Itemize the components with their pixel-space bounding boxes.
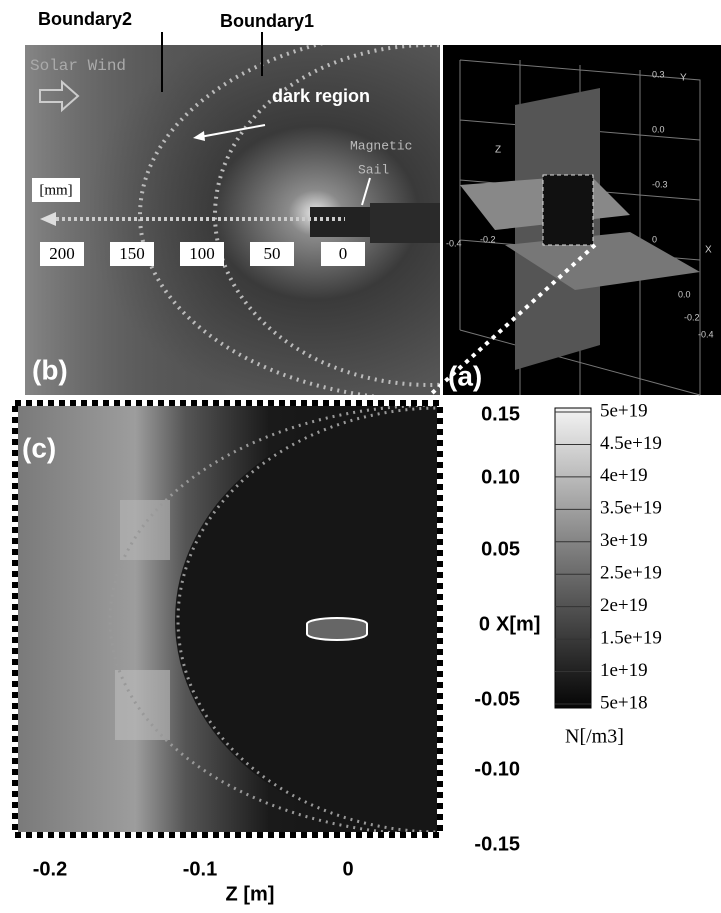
bright-patch xyxy=(115,670,170,740)
colorbar-label: 2e+19 xyxy=(600,595,648,616)
x-tick-label: 0 xyxy=(342,858,353,880)
y-tick-label: 0.10 xyxy=(481,466,520,488)
boundary2-label: Boundary2 xyxy=(38,9,132,29)
panel-c: (c) 0.150.100.050-0.05-0.10-0.15-0.2-0.1… xyxy=(15,400,721,905)
tick-3d-label: -0.2 xyxy=(480,234,496,244)
axis-3d-label: X xyxy=(705,245,712,256)
figure: Solar Wind Magnetic Sail [mm] 200 150 100 5… xyxy=(0,0,721,913)
y-tick-label: 0.05 xyxy=(481,538,520,560)
colorbar-label: 4.5e+19 xyxy=(600,433,662,454)
boundary1-label: Boundary1 xyxy=(220,11,314,31)
colorbar-label: 1.5e+19 xyxy=(600,627,662,648)
y-tick-label: 0.15 xyxy=(481,403,520,425)
figure-canvas: Solar Wind Magnetic Sail [mm] 200 150 100 5… xyxy=(0,0,721,913)
tick-3d-label: 0 xyxy=(652,234,657,244)
x-axis-label: Z [m] xyxy=(226,883,275,905)
colorbar-label: 4e+19 xyxy=(600,465,648,486)
panel-label: (a) xyxy=(448,360,482,391)
solar-wind: Solar Wind xyxy=(30,57,126,75)
dark-region-label: dark region xyxy=(272,86,370,106)
tick-3d-label: -0.4 xyxy=(446,238,462,248)
tick-3d-label: 0.3 xyxy=(652,69,665,79)
tick-3d-label: -0.3 xyxy=(652,179,668,189)
y-tick-label: -0.10 xyxy=(474,758,520,780)
panel-label: (b) xyxy=(32,354,68,385)
scale-label: 50 xyxy=(264,244,281,263)
colorbar-label: 3.5e+19 xyxy=(600,498,662,519)
y-tick-label: 0 xyxy=(479,613,490,635)
tick-3d-label: 0.0 xyxy=(652,124,665,134)
magnetic-sail: Sail xyxy=(358,162,389,177)
tick-3d-label: 0.0 xyxy=(678,289,691,299)
colorbar-title: N[/m3] xyxy=(565,726,624,748)
axis-3d-label: Z xyxy=(495,145,501,156)
sail-model xyxy=(310,207,370,237)
scale-label: 0 xyxy=(339,244,348,263)
x-tick-label: -0.2 xyxy=(33,858,67,880)
magnetic-sail: Magnetic xyxy=(350,138,412,153)
y-tick-label: -0.15 xyxy=(474,833,520,855)
sail-icon xyxy=(307,624,367,640)
axis-3d-label: Y xyxy=(680,73,687,84)
colorbar-label: 2.5e+19 xyxy=(600,563,662,584)
colorbar-label: 5e+18 xyxy=(600,692,648,713)
x-tick-label: -0.1 xyxy=(183,858,217,880)
colorbar-label: 5e+19 xyxy=(600,400,648,421)
colorbar-label: 1e+19 xyxy=(600,660,648,681)
tick-3d-label: -0.2 xyxy=(684,312,700,322)
panel-label: (c) xyxy=(22,432,56,463)
tick-3d-label: -0.4 xyxy=(698,329,714,339)
y-tick-label: -0.05 xyxy=(474,688,520,710)
colorbar xyxy=(555,408,591,708)
panel-a: Y Z X 0.3 0.0 -0.3 0 -0.4 -0.2 0.0 -0.2 -0.4 (a) xyxy=(430,45,721,395)
scale-label: 150 xyxy=(119,244,145,263)
colorbar-label: 3e+19 xyxy=(600,530,648,551)
y-axis-label: X[m] xyxy=(496,613,540,635)
scale-label: 100 xyxy=(189,244,215,263)
bright-patch xyxy=(120,500,170,560)
scale-label: 200 xyxy=(49,244,75,263)
sail-support xyxy=(370,203,440,243)
inset-box xyxy=(543,175,593,245)
unit: [mm] xyxy=(39,182,72,198)
